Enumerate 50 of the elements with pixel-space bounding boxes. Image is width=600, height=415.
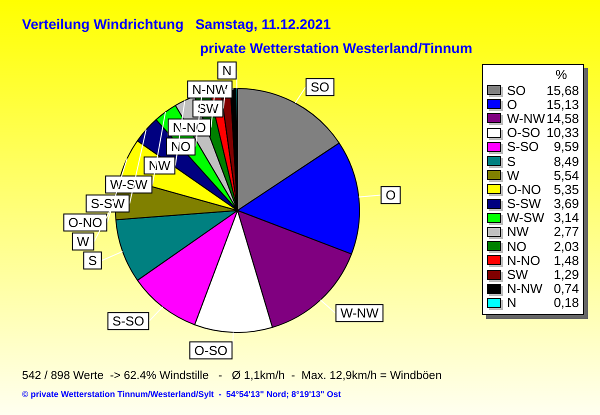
legend-label: S bbox=[507, 154, 517, 169]
legend-label: NO bbox=[507, 238, 528, 254]
slice-label: O-NO bbox=[68, 215, 102, 230]
slice-label: N bbox=[222, 63, 232, 78]
data-label: 15,13 bbox=[546, 96, 579, 112]
legend-label: O bbox=[507, 96, 518, 112]
legend-label: NW bbox=[507, 224, 530, 240]
data-label: 15,68 bbox=[546, 82, 579, 98]
legend-label: S-SO bbox=[507, 139, 540, 154]
data-label: 3,14 bbox=[554, 210, 579, 226]
category-label: S-SW bbox=[90, 196, 125, 212]
data-label: 2,03 bbox=[554, 238, 579, 254]
legend-title: % bbox=[554, 67, 568, 83]
category-label: N-NW bbox=[192, 82, 228, 98]
legend-label: SO bbox=[507, 82, 527, 98]
legend-label: O-NO bbox=[507, 182, 542, 197]
data-label: 9,59 bbox=[554, 139, 579, 154]
legend-label: S-SW bbox=[507, 196, 542, 212]
slice-label: S-SO bbox=[112, 314, 144, 329]
data-label: 1,29 bbox=[554, 267, 579, 282]
slice-label: W bbox=[76, 234, 90, 250]
data-label: 14,58 bbox=[546, 110, 579, 126]
legend-label: SW bbox=[507, 267, 529, 282]
legend-label: W-NW bbox=[507, 110, 546, 126]
data-label: 5,54 bbox=[554, 168, 579, 183]
chart-title: Verteilung Windrichtung Samstag, 11.12.2021 bbox=[22, 16, 331, 32]
slice-label: W-NW bbox=[340, 306, 380, 321]
legend-label: O-SO bbox=[507, 125, 542, 140]
data-label: 1,48 bbox=[554, 252, 579, 268]
text: © private Wetterstation Tinnum/Westerland/Sylt - 54°54'13" Nord; 8°19'13" Ost bbox=[22, 389, 341, 399]
legend-label: N bbox=[507, 295, 518, 310]
text: 542 / 898 Werte -> 62.4% Windstille - Ø 1,1km/h - Max. 12,9km/h = Windböen bbox=[22, 370, 442, 382]
slice-label: SO bbox=[310, 80, 330, 95]
data-label: 0,74 bbox=[554, 281, 579, 296]
data-label: 3,69 bbox=[554, 196, 579, 212]
legend-label: N-NO bbox=[507, 252, 542, 268]
slice-label: O bbox=[386, 188, 396, 203]
slice-label: S bbox=[88, 253, 98, 268]
data-label: 10,33 bbox=[546, 125, 579, 140]
legend-label: N-NW bbox=[507, 281, 544, 296]
chart-subtitle: private Wetterstation Westerland/Tinnum bbox=[200, 40, 472, 56]
category-label: W-SW bbox=[110, 177, 148, 192]
category-label: NW bbox=[148, 158, 170, 174]
data-label: 8,49 bbox=[554, 154, 579, 169]
legend-label: W-SW bbox=[507, 210, 546, 226]
data-label: 0,18 bbox=[554, 295, 579, 310]
slice-label: O-SO bbox=[194, 342, 228, 358]
legend-label: W bbox=[507, 168, 520, 183]
data-label: 2,77 bbox=[554, 224, 579, 240]
data-label: 5,35 bbox=[554, 182, 579, 197]
